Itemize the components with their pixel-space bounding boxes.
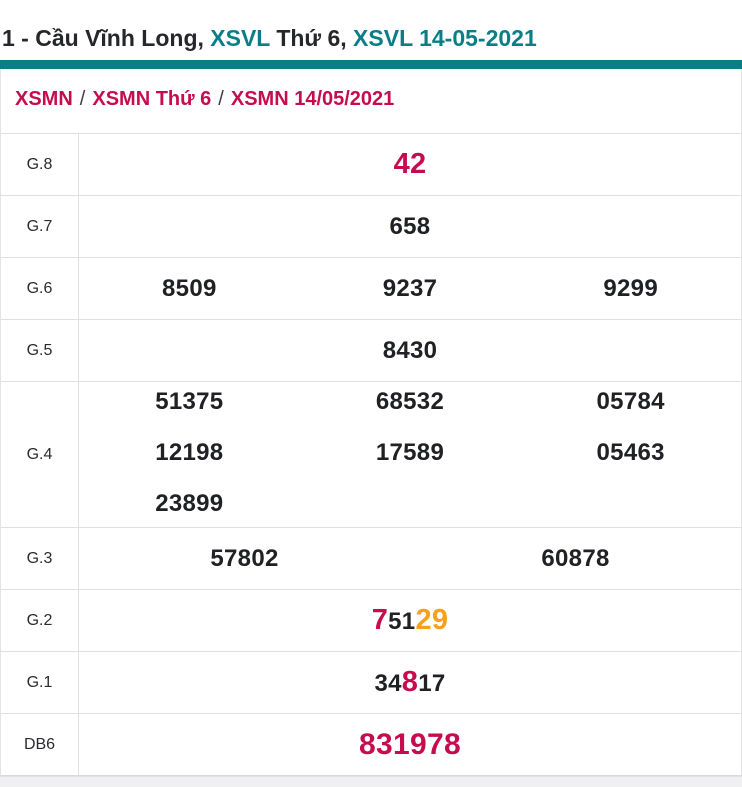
prize-label-g1: G.1	[1, 652, 79, 713]
prize-value-composite: 34817	[374, 666, 445, 699]
prize-label-g5: G.5	[1, 320, 79, 381]
digit-dark: 17	[418, 670, 446, 697]
highlighted-digit-orange: 29	[415, 604, 449, 636]
highlighted-digit-red: 8	[401, 666, 419, 698]
prize-label-g4: G.4	[1, 382, 79, 527]
prize-row-g4: G.4 51375 68532 05784 12198 17589 05463 …	[1, 381, 741, 527]
prize-values-g6: 8509 9237 9299	[79, 258, 741, 319]
prize-value: 42	[393, 148, 427, 180]
prize-values-g8: 42	[79, 134, 741, 195]
prize-value: 658	[389, 212, 431, 240]
breadcrumb-separator: /	[218, 88, 224, 110]
prize-row-g3: G.3 57802 60878	[1, 527, 741, 589]
prize-label-g6: G.6	[1, 258, 79, 319]
prize-value: 17589	[375, 439, 445, 466]
prize-row-g5: G.5 8430	[1, 319, 741, 381]
prize-values-db6: 831978	[79, 714, 741, 775]
results-container: XSMN / XSMN Thứ 6 / XSMN 14/05/2021 G.8 42 G…	[0, 69, 742, 776]
title-link-xsvl-date[interactable]: XSVL 14-05-2021	[353, 25, 537, 51]
prize-label-g7: G.7	[1, 196, 79, 257]
prize-row-g2: G.2 75129	[1, 589, 741, 651]
footer-strip	[0, 776, 742, 787]
prize-value: 8509	[162, 274, 217, 302]
title-link-xsvl[interactable]: XSVL	[210, 25, 270, 51]
breadcrumb-link-xsmn-date[interactable]: XSMN 14/05/2021	[230, 88, 395, 110]
teal-divider-bar	[0, 60, 742, 69]
prize-values-g5: 8430	[79, 320, 741, 381]
prize-values-g1: 34817	[79, 652, 741, 713]
breadcrumb-separator: /	[79, 88, 86, 110]
prize-label-g3: G.3	[1, 528, 79, 589]
prize-values-g7: 658	[79, 196, 741, 257]
prize-value: 8430	[382, 336, 438, 364]
prize-label-g2: G.2	[1, 590, 79, 651]
prize-label-db6: DB6	[1, 714, 79, 775]
prize-row-g7: G.7 658	[1, 195, 741, 257]
lottery-results-table: G.8 42 G.7 658 G.6 8509 9237 9299 G.5	[1, 133, 741, 775]
prize-value: 23899	[155, 490, 224, 517]
prize-row-g6: G.6 8509 9237 9299	[1, 257, 741, 319]
highlighted-digit-red: 7	[371, 604, 389, 636]
page-title: 1 - Cầu Vĩnh Long, XSVL Thứ 6, XSVL 14-0…	[0, 0, 742, 51]
prize-value: 05463	[596, 439, 665, 466]
prize-row-db6: DB6 831978	[1, 713, 741, 775]
digit-dark: 51	[388, 608, 416, 635]
breadcrumb-link-xsmn-thu6[interactable]: XSMN Thứ 6	[92, 88, 212, 110]
prize-values-g4: 51375 68532 05784 12198 17589 05463 2389…	[79, 382, 741, 527]
prize-value: 68532	[375, 388, 445, 415]
prize-value: 51375	[155, 388, 224, 415]
prize-row-g1: G.1 34817	[1, 651, 741, 713]
prize-label-g8: G.8	[1, 134, 79, 195]
prize-value-special: 831978	[359, 727, 461, 761]
prize-value: 9237	[382, 274, 438, 302]
prize-values-g2: 75129	[79, 590, 741, 651]
prize-value: 9299	[603, 274, 658, 302]
prize-row-g8: G.8 42	[1, 133, 741, 195]
prize-value: 05784	[596, 388, 665, 415]
breadcrumb-link-xsmn[interactable]: XSMN	[15, 88, 73, 110]
prize-value: 57802	[210, 544, 279, 572]
breadcrumb: XSMN / XSMN Thứ 6 / XSMN 14/05/2021	[1, 69, 741, 133]
prize-value-composite: 75129	[372, 604, 449, 637]
title-text-middle: Thứ 6,	[269, 25, 354, 51]
prize-values-g3: 57802 60878	[79, 528, 741, 589]
prize-value: 60878	[541, 544, 610, 572]
title-text-prefix: 1 - Cầu Vĩnh Long,	[2, 25, 211, 51]
digit-dark: 34	[374, 670, 402, 697]
prize-value: 12198	[155, 439, 224, 466]
